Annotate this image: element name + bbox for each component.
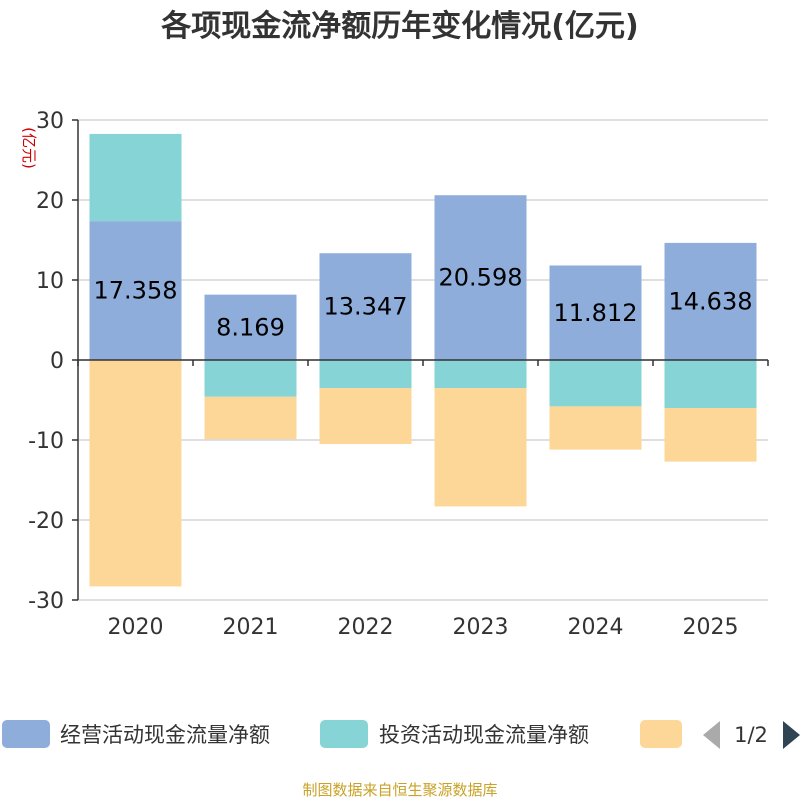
- x-tick-label: 2022: [338, 615, 394, 640]
- data-source-note: 制图数据来自恒生聚源数据库: [302, 781, 497, 799]
- x-tick-label: 2024: [568, 615, 624, 640]
- bar-2020-series-0[interactable]: [89, 221, 182, 360]
- y-tick-label: -10: [28, 429, 64, 454]
- legend-label-investing[interactable]: 投资活动现金流量净额: [379, 723, 589, 747]
- legend-prev-page-icon[interactable]: [703, 721, 720, 749]
- bar-2025-series-1[interactable]: [664, 360, 757, 408]
- bar-2021-series-0[interactable]: [204, 294, 297, 360]
- legend-swatch-investing[interactable]: [320, 720, 368, 748]
- legend-next-page-icon[interactable]: [783, 721, 800, 749]
- bar-2025-series-2[interactable]: [664, 408, 757, 462]
- bar-2023-series-0[interactable]: [434, 195, 527, 360]
- bar-2023-series-1[interactable]: [434, 360, 527, 388]
- legend: 经营活动现金流量净额 投资活动现金流量净额 1/2: [2, 720, 800, 749]
- x-tick-label: 2021: [223, 615, 279, 640]
- y-tick-label: -20: [28, 509, 64, 534]
- y-tick-label: 30: [36, 109, 64, 134]
- bar-2022-series-0[interactable]: [319, 253, 412, 360]
- y-unit-label: (亿元): [20, 127, 38, 169]
- bar-2021-series-2[interactable]: [204, 396, 297, 440]
- bar-2025-series-0[interactable]: [664, 242, 757, 360]
- bar-labels: 17.358 8.169 13.347 20.598 11.812 14.638: [94, 264, 753, 342]
- bar-2024-series-2[interactable]: [549, 406, 642, 450]
- bar-2021-series-1[interactable]: [204, 360, 297, 397]
- bar-value-label: 14.638: [669, 287, 753, 315]
- axes: 30 20 10 0 -10 -20 -30 2020 2021 2022 2023 2024 2025: [28, 109, 769, 640]
- x-tick-label: 2023: [453, 615, 509, 640]
- bar-2022-series-1[interactable]: [319, 360, 412, 388]
- bar-2024-series-1[interactable]: [549, 360, 642, 407]
- legend-label-operating[interactable]: 经营活动现金流量净额: [60, 723, 270, 747]
- bar-value-label: 11.812: [554, 299, 638, 327]
- bars: [89, 133, 757, 587]
- legend-swatch-operating[interactable]: [2, 720, 50, 748]
- legend-page-indicator: 1/2: [734, 723, 768, 747]
- chart-title: 各项现金流净额历年变化情况(亿元): [160, 9, 638, 44]
- x-tick-label: 2025: [683, 615, 739, 640]
- bar-value-label: 13.347: [324, 293, 408, 321]
- y-tick-label: -30: [28, 589, 64, 614]
- y-tick-label: 20: [36, 189, 64, 214]
- bar-value-label: 20.598: [439, 264, 523, 292]
- y-tick-label: 10: [36, 269, 64, 294]
- x-tick-label: 2020: [108, 615, 164, 640]
- y-tick-label: 0: [50, 349, 64, 374]
- bar-2022-series-2[interactable]: [319, 388, 412, 444]
- bar-2020-series-1[interactable]: [89, 133, 182, 222]
- bar-value-label: 8.169: [216, 313, 285, 341]
- bar-2024-series-0[interactable]: [549, 265, 642, 360]
- bar-value-label: 17.358: [94, 277, 178, 305]
- bar-2020-series-2[interactable]: [89, 360, 182, 587]
- bar-2023-series-2[interactable]: [434, 388, 527, 507]
- legend-swatch-financing[interactable]: [640, 720, 682, 748]
